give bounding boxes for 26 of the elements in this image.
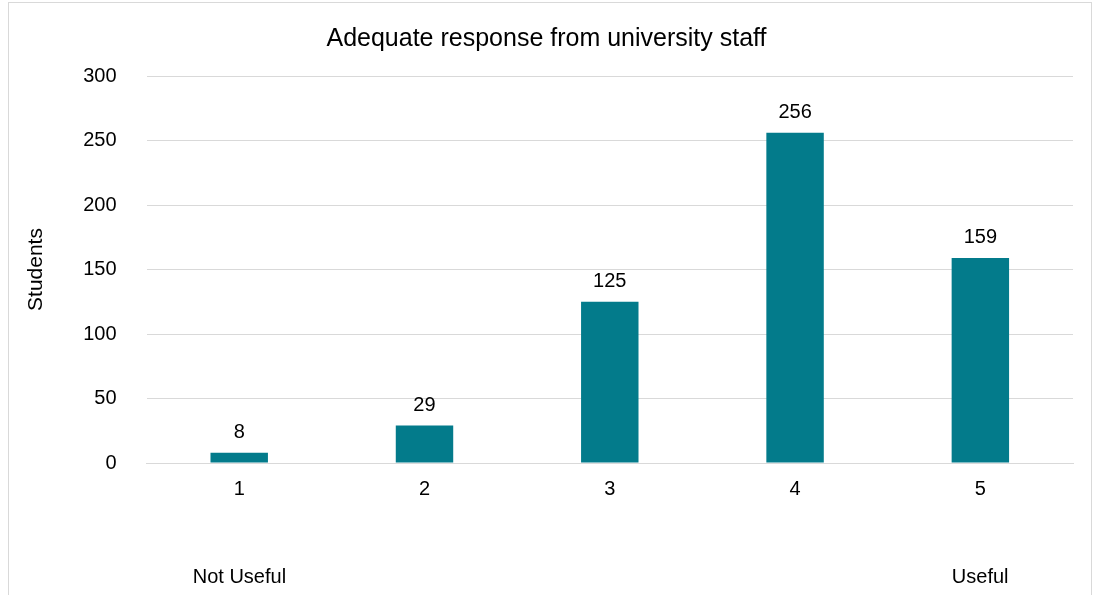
bar bbox=[395, 425, 454, 463]
bar bbox=[766, 132, 824, 463]
x-tick-label: 3 bbox=[604, 476, 616, 499]
chart-title: Adequate response from university staff bbox=[326, 22, 767, 51]
data-label: 8 bbox=[233, 420, 245, 443]
y-axis-title: Students bbox=[23, 228, 47, 311]
data-label: 159 bbox=[963, 225, 998, 248]
y-tick-label: 0 bbox=[105, 450, 117, 473]
x-tick-label: 1 bbox=[233, 476, 245, 499]
x-tick-label: 4 bbox=[789, 476, 801, 499]
text: Useful bbox=[951, 565, 1009, 588]
y-tick-label: 50 bbox=[94, 386, 117, 409]
bar bbox=[210, 452, 268, 463]
text: Not Useful bbox=[192, 565, 287, 588]
data-label: 256 bbox=[778, 100, 812, 123]
y-tick-label: 150 bbox=[83, 257, 117, 280]
x-tick-label: 2 bbox=[418, 476, 431, 499]
y-tick-label: 100 bbox=[83, 321, 117, 344]
bar bbox=[951, 257, 1010, 463]
y-tick-label: 250 bbox=[83, 128, 117, 151]
bar bbox=[581, 301, 639, 463]
data-label: 125 bbox=[593, 269, 627, 292]
x-tick-label: 5 bbox=[974, 476, 986, 499]
y-tick-label: 300 bbox=[83, 63, 117, 86]
data-label: 29 bbox=[413, 393, 436, 416]
y-tick-label: 200 bbox=[83, 192, 117, 215]
